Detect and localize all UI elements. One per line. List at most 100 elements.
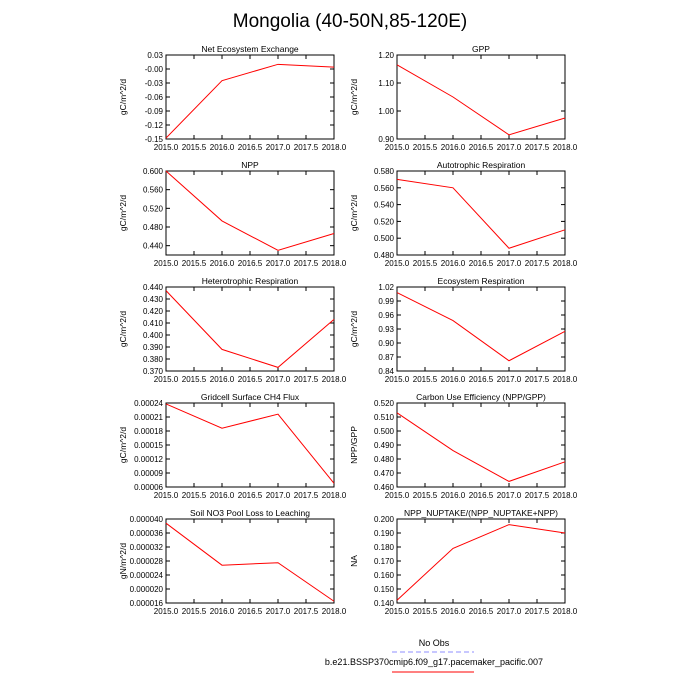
x-tick-label: 2017.0 (497, 491, 522, 500)
x-tick-label: 2018.0 (322, 491, 347, 500)
x-tick-label: 2016.5 (469, 375, 494, 384)
x-tick-label: 2017.0 (497, 607, 522, 616)
y-axis-label: gC/m^2/d (118, 311, 128, 347)
y-axis-label: gC/m^2/d (118, 195, 128, 231)
x-tick-label: 2017.0 (497, 259, 522, 268)
y-tick-label: 0.440 (143, 283, 164, 292)
series-line-model (165, 170, 335, 251)
x-tick-label: 2015.5 (413, 491, 438, 500)
panel-title: Ecosystem Respiration (438, 276, 525, 286)
y-tick-label: 0.400 (143, 331, 164, 340)
x-tick-label: 2018.0 (553, 143, 578, 152)
y-tick-label: 0.96 (378, 311, 394, 320)
x-tick-label: 2016.0 (441, 491, 466, 500)
x-tick-label: 2016.5 (238, 375, 263, 384)
x-tick-label: 2018.0 (322, 259, 347, 268)
y-tick-label: 0.470 (374, 469, 395, 478)
x-tick-label: 2017.5 (294, 375, 319, 384)
x-tick-label: 2015.0 (385, 259, 410, 268)
legend-obs-label: No Obs (419, 638, 450, 648)
x-tick-label: 2017.5 (525, 607, 550, 616)
y-tick-label: 0.170 (374, 557, 395, 566)
x-tick-label: 2016.5 (469, 607, 494, 616)
y-tick-label: 0.440 (143, 242, 164, 251)
panel-title: Net Ecosystem Exchange (201, 44, 299, 54)
x-tick-label: 2017.5 (525, 143, 550, 152)
y-tick-label: 0.560 (143, 186, 164, 195)
y-tick-label: 0.00021 (134, 413, 163, 422)
x-tick-label: 2017.0 (266, 143, 291, 152)
y-tick-label: 0.580 (374, 167, 395, 176)
x-tick-label: 2018.0 (322, 607, 347, 616)
x-tick-label: 2016.0 (441, 607, 466, 616)
y-tick-label: 1.00 (378, 107, 394, 116)
x-tick-label: 2016.5 (469, 491, 494, 500)
x-tick-label: 2018.0 (322, 375, 347, 384)
x-tick-label: 2015.5 (182, 607, 207, 616)
x-tick-label: 2015.0 (385, 143, 410, 152)
panel-soil-no3-pool-loss-to-leaching: Soil NO3 Pool Loss to Leaching 2015.0 2015… (118, 508, 347, 616)
plot-frame (396, 402, 566, 488)
x-tick-label: 2017.5 (294, 143, 319, 152)
y-axis-label: gC/m^2/d (118, 427, 128, 463)
x-tick-label: 2016.0 (441, 143, 466, 152)
y-tick-label: 0.500 (374, 427, 395, 436)
x-tick-label: 2015.0 (154, 375, 179, 384)
panel-net-ecosystem-exchange: Net Ecosystem Exchange 2015.0 2015.5 2016.0… (118, 44, 347, 152)
x-tick-label: 2015.0 (154, 143, 179, 152)
x-tick-label: 2016.5 (469, 259, 494, 268)
y-tick-label: 0.000016 (130, 599, 164, 608)
series-line-model (396, 524, 566, 601)
panel-title: GPP (472, 44, 490, 54)
panel-title: Autotrophic Respiration (437, 160, 526, 170)
y-tick-label: -0.09 (145, 107, 164, 116)
plot-frame (165, 518, 335, 604)
panel-title: Heterotrophic Respiration (202, 276, 299, 286)
y-tick-label: 0.480 (374, 251, 395, 260)
y-tick-label: 0.00018 (134, 427, 163, 436)
y-tick-label: 0.200 (374, 515, 395, 524)
x-tick-label: 2017.0 (497, 375, 522, 384)
x-tick-label: 2015.0 (154, 491, 179, 500)
x-tick-label: 2016.0 (210, 491, 235, 500)
x-tick-label: 2015.5 (182, 259, 207, 268)
y-tick-label: -0.00 (145, 65, 164, 74)
x-tick-label: 2015.5 (182, 143, 207, 152)
panel-title: NPP_NUPTAKE/(NPP_NUPTAKE+NPP) (404, 508, 558, 518)
y-tick-label: 0.000024 (130, 571, 164, 580)
y-tick-label: 0.00024 (134, 399, 163, 408)
x-tick-label: 2017.0 (266, 375, 291, 384)
panel-npp-nuptake-npp-nuptake-npp: NPP_NUPTAKE/(NPP_NUPTAKE+NPP) 2015.0 2015.… (349, 508, 578, 616)
y-tick-label: 0.00015 (134, 441, 163, 450)
x-tick-label: 2017.0 (266, 259, 291, 268)
panel-title: Carbon Use Efficiency (NPP/GPP) (416, 392, 546, 402)
series-line-model (165, 522, 335, 602)
series-line-model (396, 292, 566, 362)
y-tick-label: 1.02 (378, 283, 394, 292)
y-tick-label: 0.510 (374, 413, 395, 422)
x-tick-label: 2015.5 (413, 259, 438, 268)
x-tick-label: 2017.5 (525, 259, 550, 268)
y-tick-label: 0.000028 (130, 557, 164, 566)
x-tick-label: 2015.5 (413, 607, 438, 616)
y-tick-label: 0.560 (374, 184, 395, 193)
x-tick-label: 2018.0 (322, 143, 347, 152)
y-axis-label: gC/m^2/d (349, 311, 359, 347)
y-tick-label: 0.460 (374, 483, 395, 492)
plot-frame (165, 402, 335, 488)
y-tick-label: 0.00012 (134, 455, 163, 464)
x-tick-label: 2016.0 (441, 259, 466, 268)
x-tick-label: 2017.5 (294, 259, 319, 268)
x-tick-label: 2015.5 (182, 491, 207, 500)
x-tick-label: 2015.0 (385, 607, 410, 616)
y-axis-label: gN/m^2/d (118, 543, 128, 579)
legend: No Obs b.e21.BSSP370cmip6.f09_g17.pacema… (325, 638, 543, 673)
x-tick-label: 2017.0 (266, 491, 291, 500)
x-tick-label: 2015.0 (154, 259, 179, 268)
x-tick-label: 2015.5 (413, 375, 438, 384)
y-tick-label: 0.84 (378, 367, 394, 376)
x-tick-label: 2016.5 (469, 143, 494, 152)
x-tick-label: 2016.5 (238, 491, 263, 500)
